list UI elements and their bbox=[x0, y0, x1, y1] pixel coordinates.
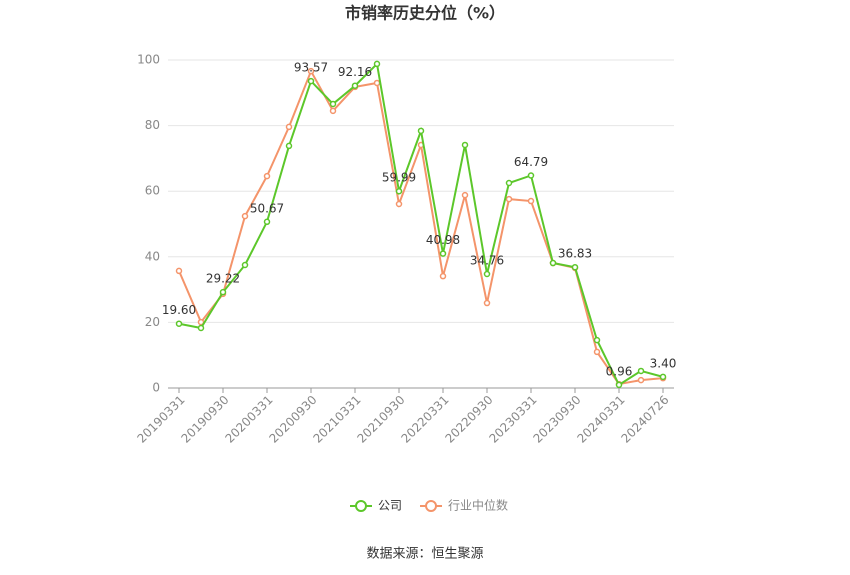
series-line bbox=[178, 68, 664, 386]
data-label: 64.79 bbox=[514, 155, 548, 169]
point bbox=[461, 191, 469, 199]
data-label: 34.76 bbox=[470, 253, 504, 267]
point bbox=[637, 367, 645, 375]
point bbox=[637, 376, 645, 384]
point bbox=[505, 179, 513, 187]
point bbox=[175, 320, 183, 327]
point bbox=[373, 79, 381, 87]
data-label: 3.40 bbox=[650, 356, 677, 370]
series-line bbox=[178, 61, 664, 387]
point bbox=[571, 263, 579, 271]
point bbox=[593, 348, 601, 356]
point bbox=[395, 187, 403, 195]
data-label: 19.60 bbox=[162, 303, 196, 317]
legend-label: 行业中位数 bbox=[448, 498, 508, 513]
data-label: 0.96 bbox=[606, 364, 633, 378]
point bbox=[285, 142, 293, 150]
point bbox=[527, 172, 535, 179]
point bbox=[241, 212, 249, 220]
point bbox=[263, 172, 271, 180]
y-tick-label: 40 bbox=[145, 249, 160, 263]
legend-marker bbox=[425, 500, 438, 512]
data-label: 36.83 bbox=[558, 247, 592, 261]
point bbox=[483, 270, 491, 278]
point bbox=[219, 288, 227, 296]
data-label: 40.98 bbox=[426, 233, 460, 247]
point bbox=[175, 267, 183, 275]
point bbox=[329, 100, 337, 108]
point bbox=[263, 218, 271, 226]
point bbox=[593, 336, 601, 344]
point bbox=[241, 261, 249, 269]
point bbox=[373, 60, 381, 68]
point bbox=[505, 195, 513, 203]
data-label: 93.57 bbox=[294, 61, 328, 75]
point bbox=[439, 250, 447, 257]
x-tick-label: 20240726 bbox=[619, 393, 672, 446]
point bbox=[659, 373, 667, 381]
point bbox=[395, 200, 403, 208]
point bbox=[439, 272, 447, 280]
point bbox=[329, 107, 337, 115]
data-label: 59.99 bbox=[382, 171, 416, 185]
point bbox=[307, 77, 315, 85]
point bbox=[197, 324, 205, 332]
point bbox=[461, 141, 469, 149]
y-tick-label: 60 bbox=[145, 184, 160, 198]
y-tick-label: 100 bbox=[137, 53, 160, 67]
point bbox=[417, 127, 425, 135]
legend-label: 公司 bbox=[378, 499, 402, 513]
source-note: 数据来源：恒生聚源 bbox=[366, 547, 483, 562]
point bbox=[615, 381, 623, 389]
y-tick-label: 80 bbox=[145, 118, 160, 132]
data-label: 92.16 bbox=[338, 65, 372, 79]
y-tick-label: 20 bbox=[145, 315, 160, 329]
chart-title: 市销率历史分位（%） bbox=[345, 4, 505, 23]
data-label: 29.22 bbox=[206, 272, 240, 286]
y-tick-label: 0 bbox=[152, 381, 160, 395]
point bbox=[527, 197, 535, 205]
point bbox=[549, 259, 557, 267]
point bbox=[285, 123, 293, 131]
data-label: 50.67 bbox=[250, 201, 284, 215]
point bbox=[351, 82, 359, 89]
legend-marker bbox=[355, 500, 367, 512]
point bbox=[483, 299, 491, 307]
point bbox=[307, 67, 315, 75]
